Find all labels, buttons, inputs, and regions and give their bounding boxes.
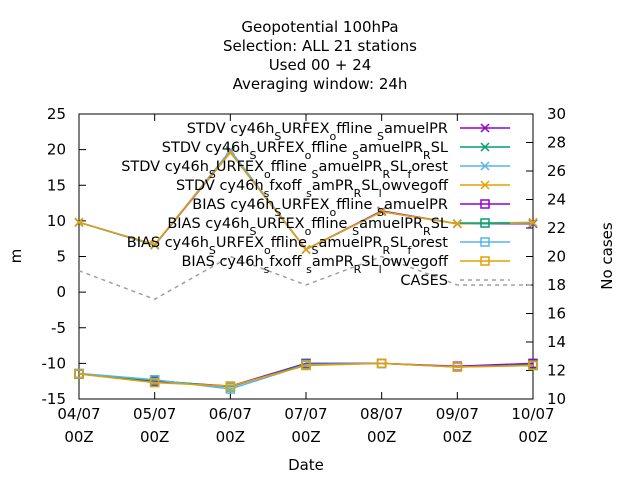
y2-tick-label: 30 (547, 105, 566, 123)
legend-label: CASES (400, 273, 448, 289)
legend-marker (480, 199, 490, 209)
legend-label: BIAS cy46hSURFEXoffline SamuelPRRSL (167, 216, 448, 238)
data-point (225, 147, 235, 158)
y2-tick-label: 16 (547, 305, 566, 323)
series-line (78, 255, 533, 301)
x-tick-label: 00Z (443, 428, 472, 446)
y2-tick-label: 20 (547, 248, 566, 266)
y-tick-label: -10 (42, 354, 67, 372)
x-tick-label: 00Z (518, 428, 547, 446)
x-tick-label: 05/07 (133, 405, 176, 423)
legend-marker (480, 237, 490, 247)
data-point (376, 358, 387, 369)
chart-title-line: Selection: ALL 21 stations (223, 37, 417, 55)
y-tick-label: 10 (47, 212, 66, 230)
data-point (150, 239, 160, 249)
y2-tick-label: 10 (547, 390, 566, 408)
legend-label: BIAS cy46hSURFEXoffline SamuelPRRSLfores… (127, 235, 449, 257)
x-tick-label: 04/07 (57, 405, 100, 423)
data-point (528, 360, 538, 371)
y2-tick-label: 14 (547, 333, 566, 351)
x-tick-label: 00Z (64, 428, 93, 446)
y2-tick-label: 22 (547, 219, 566, 237)
legend-label: BIAS cy46hSURFEXoffline SamuelPR (192, 197, 448, 219)
series-bias (74, 358, 538, 394)
y-tick-label: 15 (47, 176, 66, 194)
y2-tick-label: 26 (547, 162, 566, 180)
legend-marker (480, 218, 490, 228)
legend-marker (480, 161, 490, 171)
x-tick-label: 07/07 (284, 405, 327, 423)
data-point (452, 362, 463, 372)
y-tick-label: 5 (56, 248, 66, 266)
y-axis-label: m (7, 249, 25, 264)
x-tick-label: 00Z (216, 428, 245, 446)
x-axis-label: Date (288, 456, 324, 474)
data-point (377, 207, 387, 217)
series-bias (74, 358, 538, 391)
series-cases (78, 255, 533, 301)
x-tick-label: 10/07 (511, 405, 554, 423)
x-tick-label: 00Z (140, 428, 169, 446)
chart-title-line: Averaging window: 24h (233, 75, 408, 93)
data-point (225, 145, 235, 155)
series-line (78, 362, 534, 387)
legend-marker (480, 180, 490, 190)
data-point (149, 377, 160, 388)
legend-label: STDV cy46hSURFEXoffline SamuelPRRSL (162, 140, 448, 162)
y-tick-label: -15 (42, 390, 67, 408)
y2-tick-label: 12 (547, 362, 566, 380)
legend-label: STDV cy46hSURFEXoffline SamuelPR (187, 121, 448, 143)
data-point (225, 381, 236, 391)
chart-title-line: Used 00 + 24 (269, 56, 372, 74)
x-tick-label: 00Z (291, 428, 320, 446)
y2-tick-label: 24 (547, 191, 566, 209)
x-axis-ticks: 04/07 00Z 05/07 00Z 06/07 00Z 07/07 00Z 08/07 00Z… (57, 114, 555, 446)
x-tick-label: 09/07 (436, 405, 479, 423)
x-tick-label: 00Z (367, 428, 396, 446)
legend-marker (480, 123, 490, 133)
data-point (74, 217, 84, 227)
series-stdv (74, 147, 538, 254)
y-tick-label: 0 (56, 283, 66, 301)
y-tick-label: 25 (47, 105, 66, 123)
y2-tick-label: 28 (547, 134, 566, 152)
y-tick-label: -5 (51, 319, 66, 337)
y-tick-label: 20 (47, 141, 66, 159)
y-axis-ticks: -15 -10 -5 0 5 10 15 20 25 (42, 105, 86, 408)
data-point (452, 219, 462, 229)
x-tick-label: 08/07 (360, 405, 403, 423)
data-point (528, 217, 538, 227)
series-lines (74, 145, 538, 394)
y2-axis-label: No cases (598, 222, 616, 290)
data-point (74, 369, 84, 379)
legend-marker (480, 256, 490, 266)
legend-label: STDV cy46hsfxoff samPRRSLlowvegoff (176, 178, 449, 200)
legend-label: STDV cy46hSURFEXoffline SamuelPRRSLfores… (121, 159, 448, 181)
data-point (301, 244, 311, 254)
data-point (301, 360, 311, 371)
chart-title-line: Geopotential 100hPa (241, 18, 398, 36)
legend-marker (480, 142, 490, 152)
x-tick-label: 06/07 (209, 405, 252, 423)
y2-axis-ticks: 10 12 14 16 18 20 22 24 26 28 30 (526, 105, 566, 408)
legend-label: BIAS cy46hsfxoff samPRRSLlowvegoff (181, 254, 449, 276)
y2-tick-label: 18 (547, 276, 566, 294)
